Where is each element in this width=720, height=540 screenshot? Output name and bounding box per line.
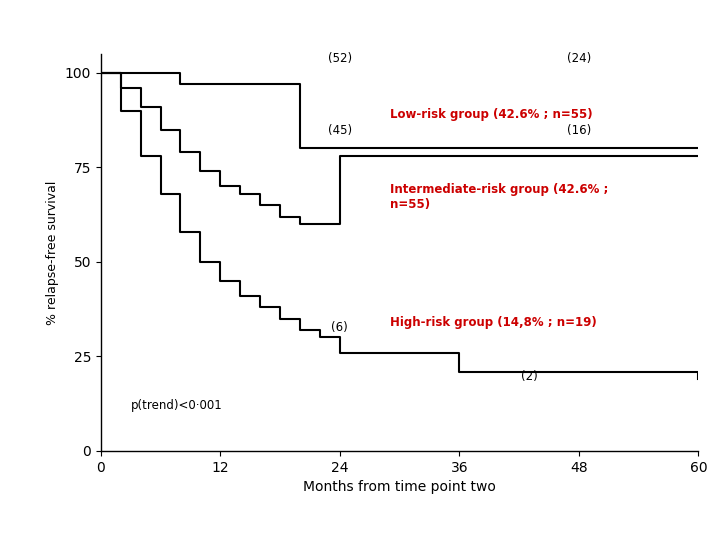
Text: (16): (16) — [567, 124, 591, 137]
X-axis label: Months from time point two: Months from time point two — [303, 480, 496, 494]
Text: (2): (2) — [521, 370, 537, 383]
Text: Low-risk group (42.6% ; n=55): Low-risk group (42.6% ; n=55) — [390, 108, 593, 121]
Text: (6): (6) — [331, 321, 348, 334]
Text: (52): (52) — [328, 52, 352, 65]
Text: p(trend)<0·001: p(trend)<0·001 — [131, 399, 222, 413]
Y-axis label: % relapse-free survival: % relapse-free survival — [46, 180, 59, 325]
Text: Intermediate-risk group (42.6% ;
n=55): Intermediate-risk group (42.6% ; n=55) — [390, 183, 608, 211]
Text: Kaplan-Meierz estimates of the relapse-free survival according to the residual d: Kaplan-Meierz estimates of the relapse-f… — [91, 475, 629, 524]
Text: (45): (45) — [328, 124, 352, 137]
Text: High-risk group (14,8% ; n=19): High-risk group (14,8% ; n=19) — [390, 316, 596, 329]
Text: I-BFM distribution of patients according to MRD data: I-BFM distribution of patients according… — [7, 11, 720, 37]
Text: (24): (24) — [567, 52, 591, 65]
